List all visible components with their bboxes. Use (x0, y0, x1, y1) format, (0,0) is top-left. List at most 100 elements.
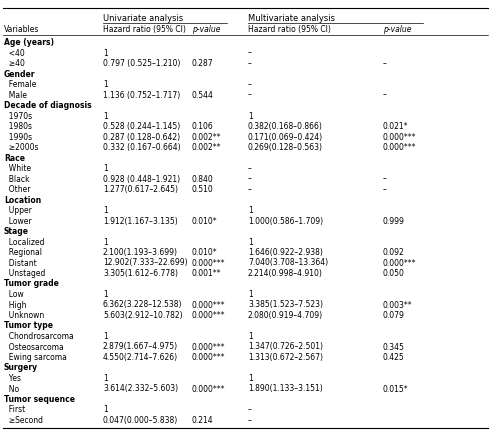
Text: 0.999: 0.999 (383, 217, 405, 225)
Text: 0.269(0.128–0.563): 0.269(0.128–0.563) (248, 143, 323, 152)
Text: 0.092: 0.092 (383, 248, 405, 257)
Text: Location: Location (4, 195, 41, 205)
Text: Localized: Localized (4, 237, 45, 246)
Text: 5.603(2.912–10.782): 5.603(2.912–10.782) (103, 311, 183, 320)
Text: 0.214: 0.214 (192, 416, 214, 425)
Text: Tumor type: Tumor type (4, 322, 53, 330)
Text: Hazard ratio (95% CI): Hazard ratio (95% CI) (248, 25, 331, 34)
Text: 12.902(7.333–22.699): 12.902(7.333–22.699) (103, 259, 188, 268)
Text: 0.000***: 0.000*** (383, 143, 416, 152)
Text: 3.614(2.332–5.603): 3.614(2.332–5.603) (103, 385, 178, 393)
Text: Chondrosarcoma: Chondrosarcoma (4, 332, 74, 341)
Text: p-value: p-value (192, 25, 220, 34)
Text: 1980s: 1980s (4, 122, 32, 131)
Text: –: – (248, 80, 252, 89)
Text: Univariate analysis: Univariate analysis (103, 14, 183, 23)
Text: 1: 1 (248, 374, 253, 383)
Text: Stage: Stage (4, 227, 29, 236)
Text: 1: 1 (103, 405, 108, 415)
Text: 0.079: 0.079 (383, 311, 405, 320)
Text: 0.000***: 0.000*** (192, 300, 225, 310)
Text: Distant: Distant (4, 259, 37, 268)
Text: –: – (383, 185, 387, 194)
Text: Surgery: Surgery (4, 364, 38, 373)
Text: ≥Second: ≥Second (4, 416, 43, 425)
Text: 0.345: 0.345 (383, 342, 405, 351)
Text: 1: 1 (103, 374, 108, 383)
Text: Hazard ratio (95% CI): Hazard ratio (95% CI) (103, 25, 186, 34)
Text: 1: 1 (248, 112, 253, 120)
Text: <40: <40 (4, 48, 25, 58)
Text: 0.047(0.000–5.838): 0.047(0.000–5.838) (103, 416, 178, 425)
Text: 1: 1 (103, 332, 108, 341)
Text: Tumor grade: Tumor grade (4, 280, 59, 288)
Text: Race: Race (4, 154, 25, 163)
Text: Variables: Variables (4, 25, 39, 34)
Text: –: – (383, 175, 387, 183)
Text: 2.100(1.193–3.699): 2.100(1.193–3.699) (103, 248, 178, 257)
Text: Unknown: Unknown (4, 311, 44, 320)
Text: –: – (248, 416, 252, 425)
Text: 0.002**: 0.002** (192, 132, 221, 141)
Text: –: – (248, 185, 252, 194)
Text: Yes: Yes (4, 374, 21, 383)
Text: –: – (248, 59, 252, 68)
Text: 1: 1 (103, 237, 108, 246)
Text: 0.000***: 0.000*** (192, 311, 225, 320)
Text: 1: 1 (103, 112, 108, 120)
Text: 1: 1 (103, 290, 108, 299)
Text: 6.362(3.228–12.538): 6.362(3.228–12.538) (103, 300, 183, 310)
Text: No: No (4, 385, 19, 393)
Text: 0.000***: 0.000*** (192, 385, 225, 393)
Text: 2.214(0.998–4.910): 2.214(0.998–4.910) (248, 269, 323, 278)
Text: 0.010*: 0.010* (192, 248, 218, 257)
Text: 0.003**: 0.003** (383, 300, 412, 310)
Text: 0.287: 0.287 (192, 59, 214, 68)
Text: 1: 1 (103, 164, 108, 173)
Text: First: First (4, 405, 25, 415)
Text: 2.879(1.667–4.975): 2.879(1.667–4.975) (103, 342, 178, 351)
Text: 0.106: 0.106 (192, 122, 214, 131)
Text: 1: 1 (248, 290, 253, 299)
Text: Lower: Lower (4, 217, 31, 225)
Text: 0.021*: 0.021* (383, 122, 409, 131)
Text: 0.797 (0.525–1.210): 0.797 (0.525–1.210) (103, 59, 180, 68)
Text: 0.000***: 0.000*** (192, 353, 225, 362)
Text: Age (years): Age (years) (4, 38, 54, 47)
Text: 1990s: 1990s (4, 132, 32, 141)
Text: 0.528 (0.244–1.145): 0.528 (0.244–1.145) (103, 122, 180, 131)
Text: 0.000***: 0.000*** (192, 342, 225, 351)
Text: 1: 1 (248, 206, 253, 215)
Text: 0.840: 0.840 (192, 175, 214, 183)
Text: ≥2000s: ≥2000s (4, 143, 38, 152)
Text: Osteosarcoma: Osteosarcoma (4, 342, 64, 351)
Text: –: – (248, 405, 252, 415)
Text: 3.305(1.612–6.778): 3.305(1.612–6.778) (103, 269, 178, 278)
Text: Ewing sarcoma: Ewing sarcoma (4, 353, 67, 362)
Text: 1.313(0.672–2.567): 1.313(0.672–2.567) (248, 353, 323, 362)
Text: Regional: Regional (4, 248, 42, 257)
Text: 1.912(1.167–3.135): 1.912(1.167–3.135) (103, 217, 178, 225)
Text: –: – (248, 90, 252, 100)
Text: 1.890(1.133–3.151): 1.890(1.133–3.151) (248, 385, 323, 393)
Text: 4.550(2.714–7.626): 4.550(2.714–7.626) (103, 353, 178, 362)
Text: 3.385(1.523–7.523): 3.385(1.523–7.523) (248, 300, 323, 310)
Text: 1: 1 (103, 80, 108, 89)
Text: 1.646(0.922–2.938): 1.646(0.922–2.938) (248, 248, 323, 257)
Text: High: High (4, 300, 27, 310)
Text: 0.000***: 0.000*** (383, 132, 416, 141)
Text: Black: Black (4, 175, 29, 183)
Text: 0.425: 0.425 (383, 353, 405, 362)
Text: Female: Female (4, 80, 36, 89)
Text: 0.000***: 0.000*** (192, 259, 225, 268)
Text: 7.040(3.708–13.364): 7.040(3.708–13.364) (248, 259, 328, 268)
Text: 0.001**: 0.001** (192, 269, 221, 278)
Text: 0.382(0.168–0.866): 0.382(0.168–0.866) (248, 122, 323, 131)
Text: 1.277(0.617–2.645): 1.277(0.617–2.645) (103, 185, 178, 194)
Text: 1: 1 (103, 206, 108, 215)
Text: 0.332 (0.167–0.664): 0.332 (0.167–0.664) (103, 143, 181, 152)
Text: Decade of diagnosis: Decade of diagnosis (4, 101, 92, 110)
Text: 1: 1 (103, 48, 108, 58)
Text: White: White (4, 164, 31, 173)
Text: Low: Low (4, 290, 24, 299)
